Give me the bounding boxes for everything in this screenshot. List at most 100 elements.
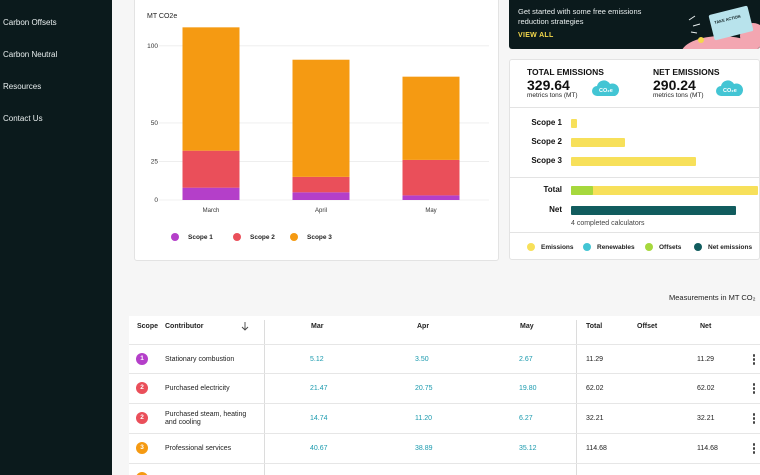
table-row[interactable]: 2 Purchased electricity 21.47 20.75 19.80 62.…	[129, 373, 760, 403]
net-value: 62.02	[697, 385, 715, 392]
promo-illustration-tag: TAKE ACTION	[714, 14, 741, 25]
measurements-caption: Measurements in MT CO₂	[669, 293, 756, 302]
legend-label: Scope 3	[307, 233, 332, 241]
column-divider	[264, 320, 265, 475]
contributors-table: Scope Contributor Mar Apr May Total Offs…	[129, 316, 760, 475]
total-value: 11.29	[586, 356, 603, 363]
legend-dot	[171, 233, 179, 241]
legend-dot	[290, 233, 298, 241]
x-tick-label: May	[425, 208, 436, 214]
column-divider	[576, 320, 577, 475]
sidebar-item-carbon-offsets[interactable]: Carbon Offsets	[3, 18, 57, 27]
sidebar-item-contact-us[interactable]: Contact Us	[3, 114, 43, 123]
sidebar-item-resources[interactable]: Resources	[3, 82, 42, 91]
legend-dot	[645, 243, 653, 251]
total-emissions-title: TOTAL EMISSIONS	[527, 67, 604, 77]
more-options-icon[interactable]	[752, 383, 756, 395]
y-axis-label: MT CO2e	[147, 13, 177, 20]
net-value: 114.68	[697, 445, 718, 452]
apr-value[interactable]: 11.20	[415, 415, 432, 422]
divider	[510, 177, 760, 178]
scope-2-bar	[571, 138, 626, 147]
bar-segment	[182, 150, 240, 188]
net-emissions-title: NET EMISSIONS	[653, 67, 720, 77]
table-row[interactable]: 2 Purchased steam, heating and cooling 14.…	[129, 403, 760, 433]
apr-value[interactable]: 20.75	[415, 385, 433, 392]
svg-text:CO₂e: CO₂e	[723, 88, 737, 94]
emissions-summary-card: TOTAL EMISSIONS 329.64 metrics tons (MT)…	[509, 59, 760, 260]
sort-down-icon[interactable]	[241, 322, 249, 331]
legend-label: Scope 2	[250, 233, 275, 241]
x-tick-label: March	[203, 208, 220, 214]
y-tick-label: 50	[151, 120, 159, 127]
mar-value[interactable]: 14.74	[310, 415, 328, 422]
co2e-cloud-icon: CO₂e	[715, 79, 745, 97]
bar-segment	[292, 59, 350, 177]
promo-text: Get started with some free emissions red…	[518, 7, 642, 26]
view-all-link[interactable]: VIEW ALL	[518, 32, 554, 39]
header-mar[interactable]: Mar	[311, 323, 324, 330]
legend-label: Scope 1	[188, 233, 213, 241]
total-emissions-value: 329.64	[527, 77, 570, 93]
mar-value[interactable]: 21.47	[310, 385, 328, 392]
total-label: Total	[543, 185, 562, 194]
net-emissions-value: 290.24	[653, 77, 696, 93]
sidebar-item-carbon-neutral[interactable]: Carbon Neutral	[3, 50, 58, 59]
co2e-cloud-icon: CO₂e	[591, 79, 621, 97]
legend-item[interactable]: Scope 2	[233, 233, 275, 241]
scope-badge	[136, 472, 148, 475]
more-options-icon[interactable]	[752, 443, 756, 455]
sidebar: Carbon Offsets Carbon Neutral Resources …	[0, 0, 112, 475]
scope-badge: 3	[136, 442, 148, 454]
header-total[interactable]: Total	[586, 323, 603, 330]
more-options-icon[interactable]	[752, 354, 756, 366]
contributor-name: Professional services	[165, 445, 232, 452]
scope-2-label: Scope 2	[531, 137, 562, 146]
header-may[interactable]: May	[520, 323, 534, 330]
apr-value[interactable]: 38.89	[415, 445, 433, 452]
may-value[interactable]: 19.80	[519, 385, 537, 392]
chart-legend: Scope 1 Scope 2 Scope 3	[135, 233, 500, 249]
header-scope[interactable]: Scope	[137, 323, 159, 330]
more-options-icon[interactable]	[752, 413, 756, 425]
mar-value[interactable]: 5.12	[310, 356, 324, 363]
header-net[interactable]: Net	[700, 323, 712, 330]
scope-badge: 1	[136, 353, 148, 365]
total-emissions-unit: metrics tons (MT)	[527, 92, 578, 99]
contributor-name: Purchased steam, heating and cooling	[165, 411, 247, 426]
header-offset[interactable]: Offset	[637, 323, 658, 330]
bar-segment	[402, 76, 460, 160]
bar-segment	[402, 159, 460, 196]
mar-value[interactable]: 40.67	[310, 445, 328, 452]
y-tick-label: 0	[154, 197, 158, 204]
may-value[interactable]: 2.67	[519, 356, 533, 363]
table-row[interactable]: 3 Professional services 40.67 38.89 35.12 114…	[129, 433, 760, 463]
scope-3-bar	[571, 157, 697, 166]
header-contributor[interactable]: Contributor	[165, 323, 204, 330]
may-value[interactable]: 35.12	[519, 445, 537, 452]
bar-segment	[182, 187, 240, 200]
y-tick-label: 25	[151, 158, 159, 165]
legend-item[interactable]: Scope 1	[171, 233, 213, 241]
apr-value[interactable]: 3.50	[415, 356, 429, 363]
svg-text:CO₂e: CO₂e	[599, 88, 613, 94]
y-tick-label: 100	[147, 43, 158, 50]
scope-3-label: Scope 3	[531, 156, 562, 165]
promo-banner: Get started with some free emissions red…	[509, 0, 760, 49]
legend-dot	[583, 243, 591, 251]
scope-1-bar	[571, 119, 577, 128]
legend-item[interactable]: Scope 3	[290, 233, 332, 241]
contributor-name: Purchased electricity	[165, 385, 230, 392]
net-emissions-unit: metrics tons (MT)	[653, 92, 704, 99]
total-emissions-bar	[571, 186, 758, 195]
header-apr[interactable]: Apr	[417, 323, 430, 330]
net-emissions-bar	[571, 206, 736, 215]
scope-badge: 2	[136, 412, 148, 424]
table-row[interactable]	[129, 463, 760, 475]
table-row[interactable]: 1 Stationary combustion 5.12 3.50 2.67 11.29 1…	[129, 344, 760, 374]
divider	[510, 232, 760, 233]
total-value: 62.02	[586, 385, 604, 392]
emissions-chart-card: MT CO2e 0 25 50 100 March April May Scope 1 Scop…	[134, 0, 499, 261]
may-value[interactable]: 6.27	[519, 415, 533, 422]
legend-emissions: Emissions	[527, 243, 574, 251]
